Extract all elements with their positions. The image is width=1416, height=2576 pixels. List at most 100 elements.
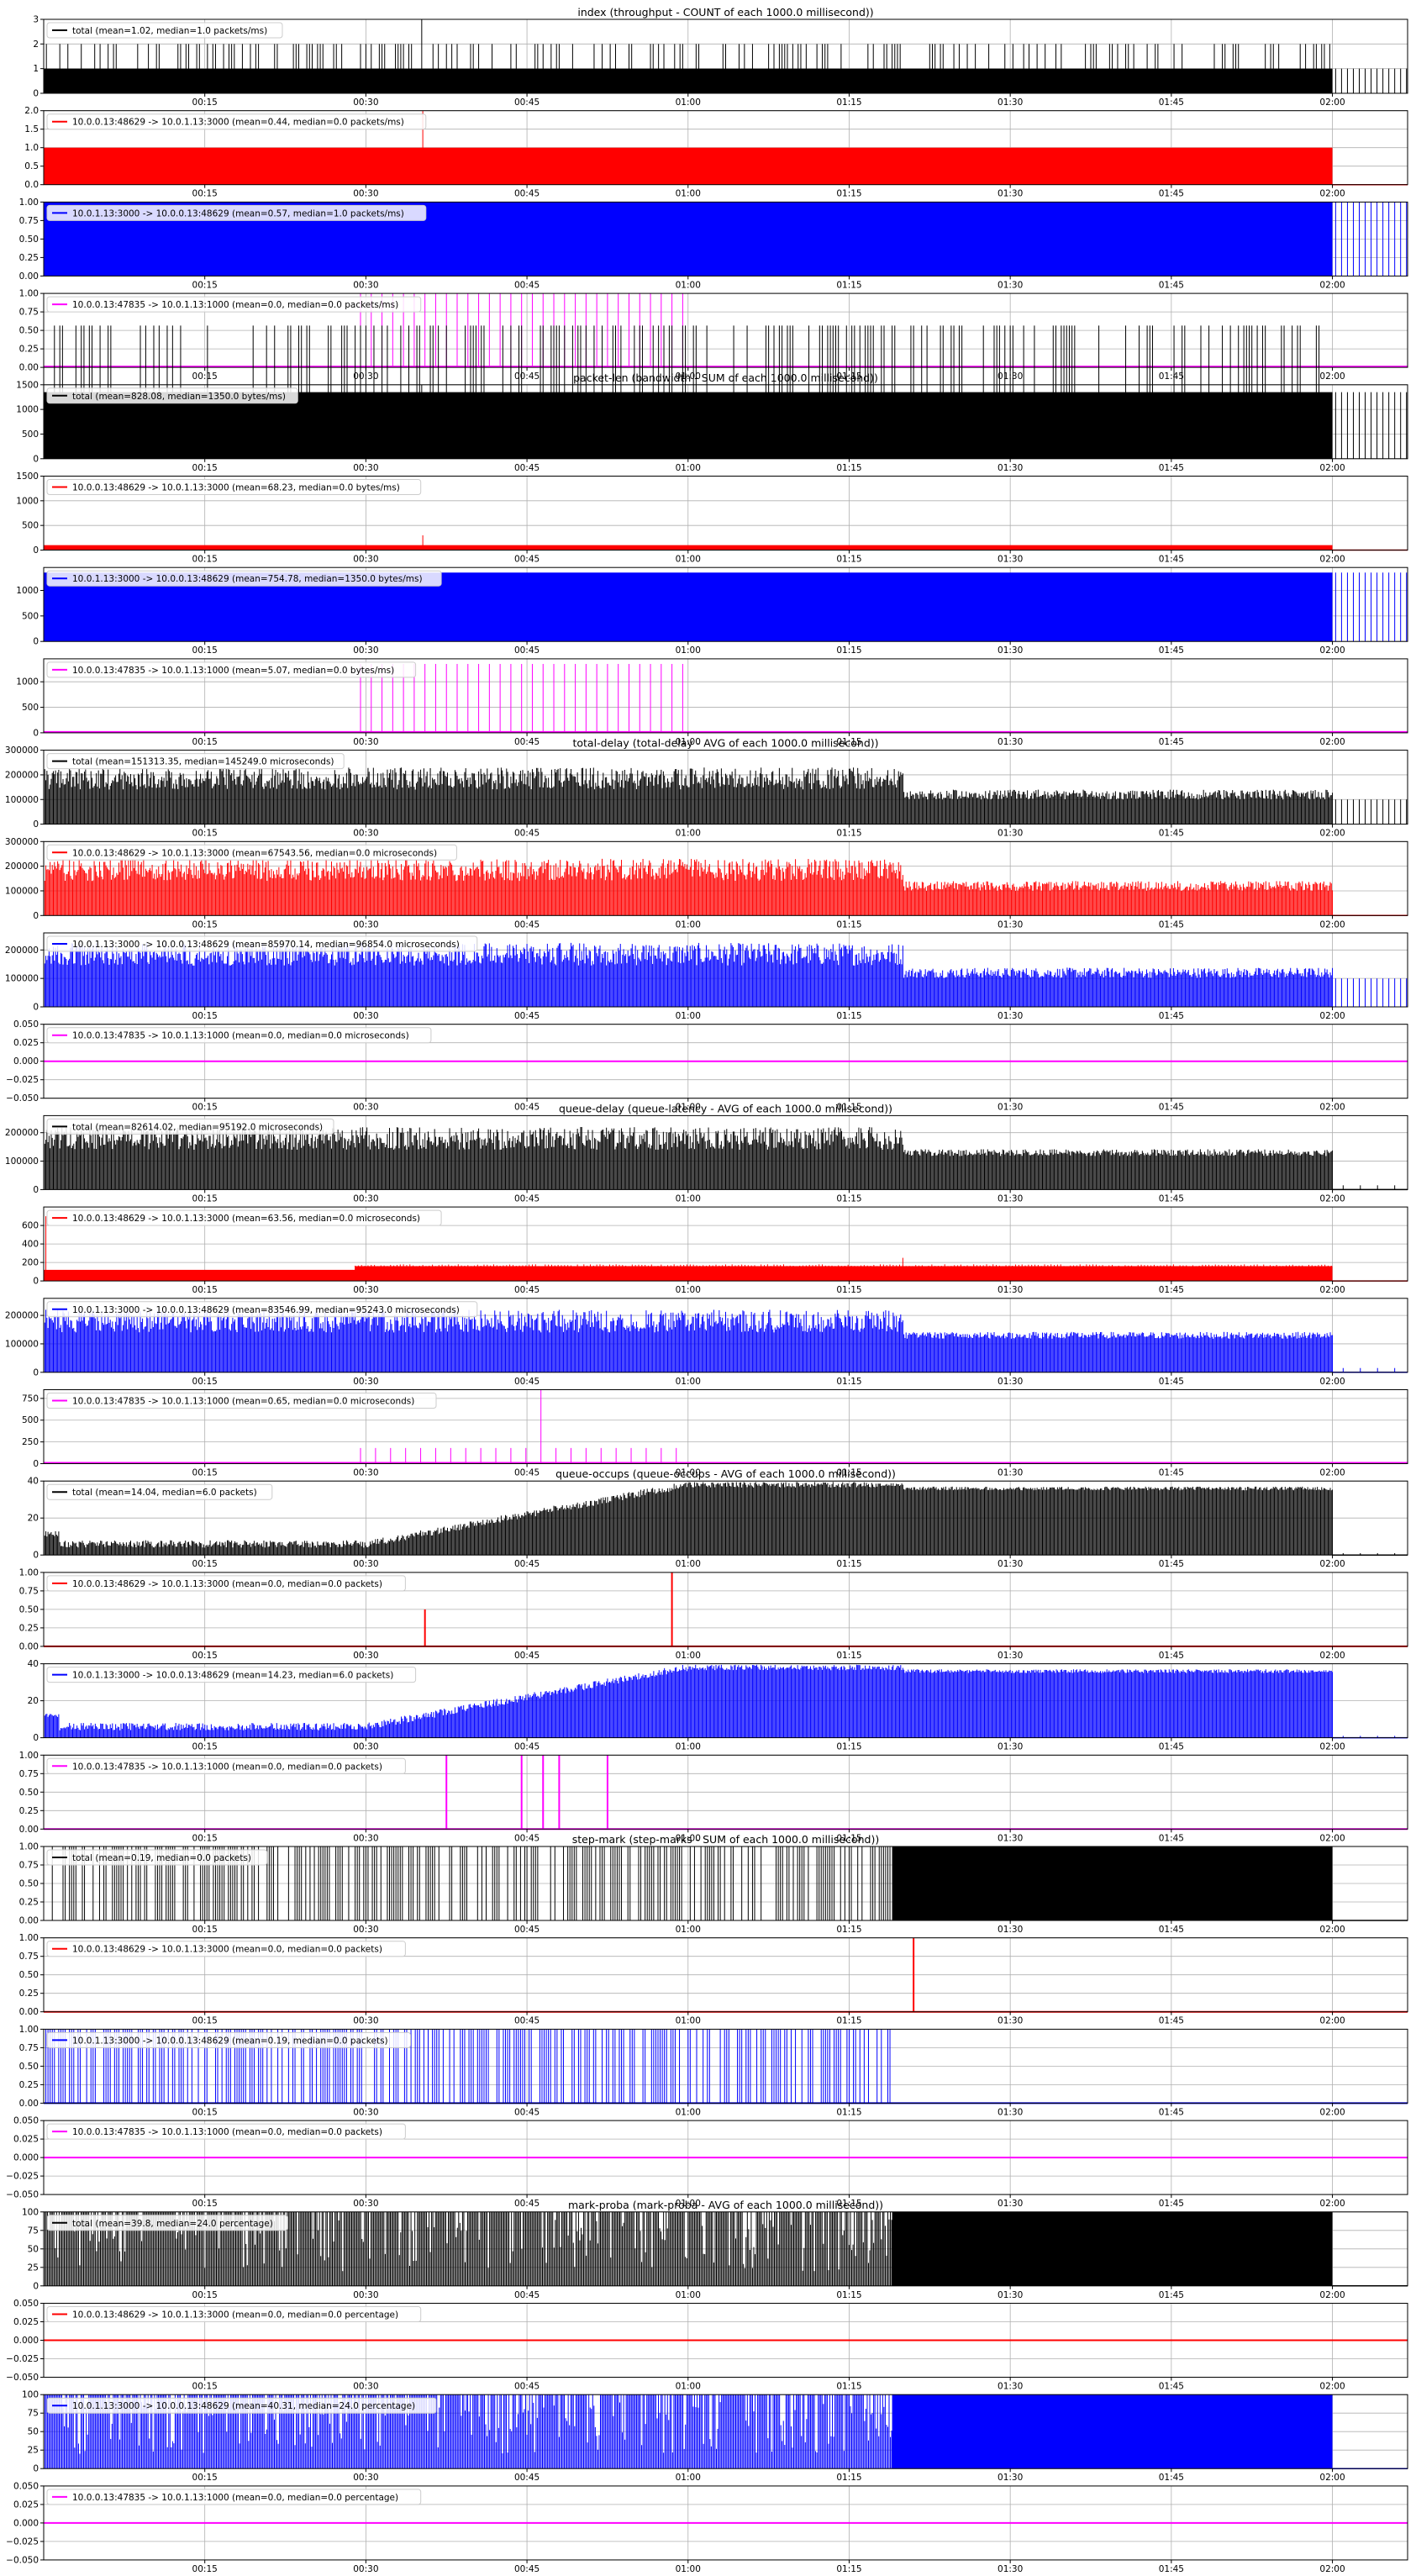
y-tick-label: 1.0 [24,143,39,153]
x-tick-label: 02:00 [1319,463,1345,473]
x-tick-label: 00:15 [192,1103,218,1113]
y-tick-label: 1000 [16,586,39,596]
y-tick-label: 0.50 [19,326,39,336]
subplot-11: 0 100000 200000 00:15 00:30 00:45 01:00 01:15 01… [5,932,1408,1021]
axes-frame [43,18,1408,94]
y-tick-label: 0.50 [19,234,39,245]
x-tick-label: 02:00 [1319,1103,1345,1113]
y-tick-label: 500 [22,611,39,621]
legend-label: 10.0.1.13:3000 -> 10.0.0.13:48629 (mean=… [72,940,460,950]
x-tick-label: 02:00 [1319,280,1345,290]
x-tick-label: 01:45 [1159,1103,1184,1113]
legend: 10.0.1.13:3000 -> 10.0.0.13:48629 (mean=… [46,570,442,587]
legend-box [46,935,478,952]
y-tick-label: 1.00 [19,289,39,299]
x-tick-label: 00:45 [514,1103,540,1113]
x-tick-label: 00:45 [514,555,540,565]
x-tick-label: 00:15 [192,189,218,199]
x-tick-label: 01:00 [676,645,701,656]
x-tick-label: 01:15 [836,737,861,747]
y-tick-label: 0.25 [19,253,39,263]
x-tick-label: 02:00 [1319,1011,1345,1021]
axes-frame [43,750,1408,825]
x-tick-label: 00:45 [514,463,540,473]
subplot-7: 0 500 1000 00:15 00:30 00:45 01:00 01:15 01:30 01… [16,566,1408,656]
x-tick-label: 01:00 [676,97,701,108]
x-tick-label: 01:45 [1159,371,1184,382]
subplot-4: 0.000.250.500.751.0000:15 00:30 00:45 01:00… [19,289,1408,382]
series-9 [43,767,1408,824]
y-tick-label: 0.0 [24,180,39,190]
x-tick-label: 01:30 [998,829,1023,839]
x-tick-label: 01:15 [836,371,861,382]
legend-box [46,204,427,221]
x-tick-label: 02:00 [1319,645,1345,656]
subplot-title: total-delay (total-delay - AVG of each 1… [572,737,878,750]
x-tick-label: 00:30 [353,555,378,565]
axes-frame [43,840,1408,916]
legend-box [46,844,457,861]
y-tick-label: 0 [33,911,39,921]
x-tick-label: 00:15 [192,645,218,656]
x-tick-label: 01:00 [676,555,701,565]
x-tick-label: 00:15 [192,371,218,382]
subplot-title: packet-len (bandwidth - SUM of each 1000… [573,371,878,384]
x-tick-label: 01:15 [836,1011,861,1021]
y-tick-label: 1.5 [24,124,39,134]
subplot-2: 0.0 0.5 1.0 1.5 2.0 00:15 00:30 00:45 01:00 01:15… [24,106,1408,199]
x-tick-label: 00:45 [514,919,540,930]
subplot-10: 0 100000 200000 300000 00:15 00:30 00:45 01:00 0… [5,837,1408,930]
x-tick-label: 01:15 [836,555,861,565]
subplot-title: index (throughput - COUNT of each 1000.0… [577,6,873,18]
legend-label: 10.0.0.13:47835 -> 10.0.1.13:1000 (mean=… [72,300,398,310]
legend-label: total (mean=1.02, median=1.0 packets/ms) [72,26,267,36]
y-tick-label: 3 [33,15,39,25]
y-tick-label: 0.00 [19,363,39,373]
y-tick-label: −0.025 [6,1075,39,1085]
x-tick-label: 01:00 [676,737,701,747]
x-tick-label: 00:30 [353,280,378,290]
y-tick-label: 1 [33,64,39,74]
y-tick-label: 1500 [16,471,39,482]
x-tick-label: 01:15 [836,829,861,839]
y-tick-label: 0.025 [13,1038,39,1048]
series-1 [44,19,1408,93]
legend-box [46,113,427,130]
x-tick-label: 01:15 [836,1103,861,1113]
x-tick-label: 01:45 [1159,280,1184,290]
legend-label: total (mean=151313.35, median=145249.0 m… [72,757,334,767]
legend-box [46,296,422,313]
subplot-1: 0 1 2 3 00:15 00:30 00:45 01:00 01:15 01:30 01:45 0… [33,6,1408,108]
x-tick-label: 01:00 [676,1011,701,1021]
legend-label: 10.0.1.13:3000 -> 10.0.0.13:48629 (mean=… [72,574,423,584]
x-tick-label: 00:30 [353,645,378,656]
series-8 [44,663,1408,733]
x-tick-label: 00:30 [353,1011,378,1021]
x-tick-label: 01:30 [998,1103,1023,1113]
legend: 10.0.0.13:48629 -> 10.0.1.13:3000 (mean=… [46,844,457,861]
legend-label: 10.0.0.13:48629 -> 10.0.1.13:3000 (mean=… [72,848,437,858]
y-tick-label: 0 [33,1003,39,1013]
x-tick-label: 02:00 [1319,829,1345,839]
x-tick-label: 02:00 [1319,737,1345,747]
series-2 [44,110,1408,186]
x-tick-label: 01:00 [676,189,701,199]
subplot-6: 0 500 1000 1500 00:15 00:30 00:45 01:00 01:15 01:… [16,471,1408,565]
legend-box [46,479,422,495]
legend-box [46,570,442,587]
legend-box [46,661,417,678]
x-tick-label: 01:30 [998,645,1023,656]
x-tick-label: 00:30 [353,829,378,839]
x-tick-label: 01:00 [676,371,701,382]
x-tick-label: 00:45 [514,645,540,656]
axes-frame [43,476,1408,550]
y-tick-label: 2.0 [24,106,39,116]
series-11 [43,942,1408,1007]
x-tick-label: 02:00 [1319,371,1345,382]
subplot-12: −0.050 −0.025 0.000 0.025 0.050 00:15 00:30 00:… [6,1019,1408,1113]
x-tick-label: 00:15 [192,919,218,930]
subplot-3: 0.00 0.25 0.50 0.75 1.00 00:15 00:30 00:45 01:00… [19,198,1408,290]
x-tick-label: 02:00 [1319,97,1345,108]
x-tick-label: 00:45 [514,829,540,839]
